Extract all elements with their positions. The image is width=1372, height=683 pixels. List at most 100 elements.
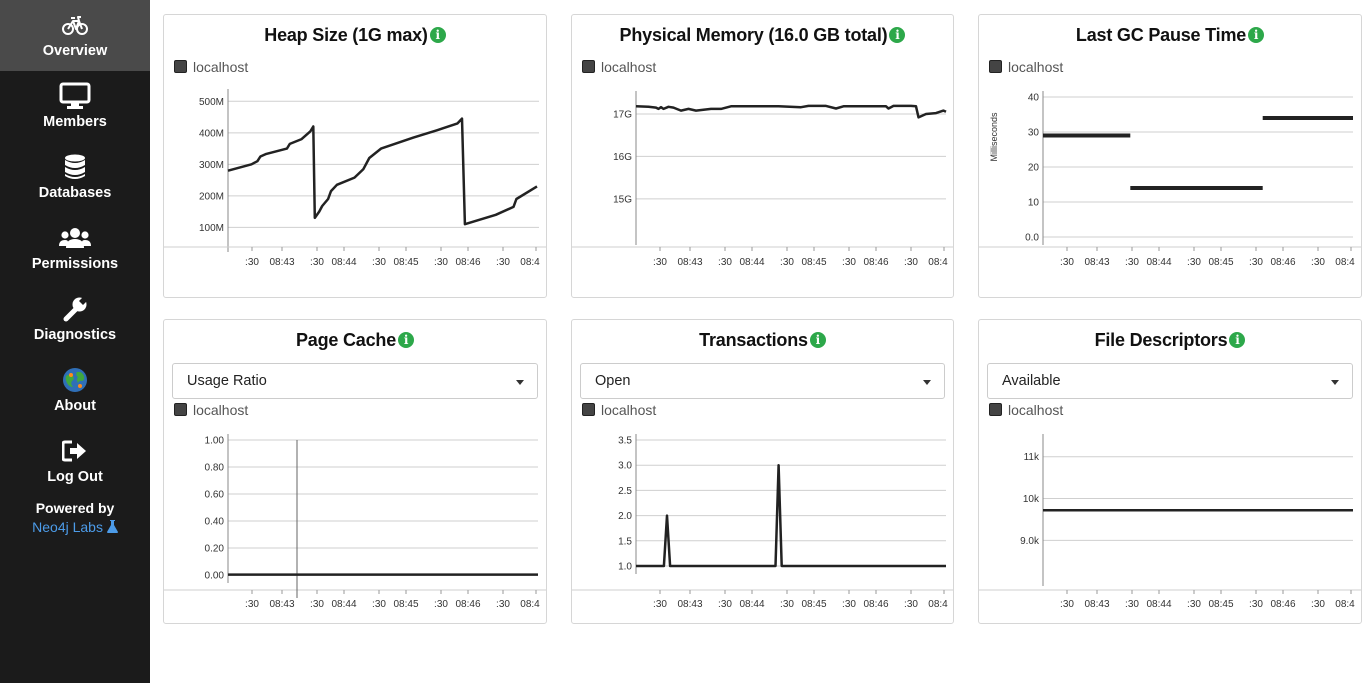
x-tick-label: 08:45	[801, 599, 826, 610]
x-tick-label: 08:4	[1335, 599, 1355, 610]
x-tick-label: 08:45	[1208, 257, 1233, 268]
info-icon[interactable]: i	[1229, 332, 1246, 348]
nav-item-log-out[interactable]: Log Out	[0, 426, 150, 497]
y-tick-label: 1.00	[205, 436, 225, 447]
y-tick-label: 20	[1028, 163, 1040, 174]
x-tick-label: 08:44	[331, 599, 356, 610]
chart-title: Page Cache	[295, 330, 397, 350]
x-tick-label: :30	[1060, 599, 1074, 610]
series-line-localhost	[636, 463, 946, 568]
y-tick-label: 1.0	[618, 562, 632, 573]
nav-item-diagnostics[interactable]: Diagnostics	[0, 284, 150, 355]
y-axis-label: Milliseconds	[989, 112, 999, 162]
y-tick-label: 500M	[199, 97, 224, 108]
powered-by: Powered by Neo4j Labs	[0, 500, 150, 535]
x-tick-label: 08:45	[393, 257, 418, 268]
nav-item-members[interactable]: Members	[0, 71, 150, 142]
x-tick-label: 08:46	[1270, 599, 1295, 610]
y-tick-label: 10k	[1023, 494, 1040, 505]
series-line-localhost	[227, 117, 538, 226]
legend-swatch	[174, 60, 187, 73]
x-tick-label: :30	[653, 599, 667, 610]
x-tick-label: 08:4	[520, 257, 540, 268]
legend-item[interactable]: localhost	[174, 402, 248, 418]
x-tick-label: :30	[496, 257, 510, 268]
nav-item-databases[interactable]: Databases	[0, 142, 150, 213]
x-tick-label: :30	[1187, 599, 1201, 610]
legend-item[interactable]: localhost	[174, 59, 248, 75]
x-tick-label: 08:46	[455, 599, 480, 610]
info-icon[interactable]: i	[398, 332, 415, 348]
y-tick-label: 10	[1028, 198, 1040, 209]
legend-label: localhost	[1008, 59, 1064, 75]
panel-heap: Heap Size (1G max) i localhost 100M 200M 300M…	[163, 14, 547, 298]
x-tick-label: :30	[904, 599, 918, 610]
chart-heap: 100M 200M 300M 400M 500M:30 08:43:30 08:44:30 0…	[164, 89, 546, 268]
nav-item-permissions[interactable]: Permissions	[0, 213, 150, 284]
legend-item[interactable]: localhost	[989, 59, 1063, 75]
nav-label: Log Out	[47, 469, 103, 485]
x-tick-label: 08:46	[863, 257, 888, 268]
y-tick-label: 100M	[199, 223, 224, 234]
nav-label: About	[54, 398, 96, 414]
panel-filedesc: File Descriptors i Available localhost 9.0k 1…	[978, 319, 1362, 624]
y-tick-label: 40	[1028, 93, 1040, 104]
info-icon[interactable]: i	[809, 332, 826, 348]
y-tick-label: 16G	[613, 152, 632, 163]
x-tick-label: 08:43	[269, 257, 294, 268]
info-icon[interactable]: i	[1248, 27, 1265, 43]
x-tick-label: :30	[496, 599, 510, 610]
chart-pagecache: 0.00 0.20 0.40 0.60 0.80 1.00:30 08:43:30 08:44…	[164, 434, 546, 610]
legend-swatch	[582, 403, 595, 416]
x-tick-label: 08:4	[1335, 257, 1355, 268]
y-tick-label: 15G	[613, 194, 632, 205]
y-tick-label: 3.0	[618, 461, 632, 472]
series-line-localhost	[635, 104, 947, 119]
panel-transactions: Transactions i Open localhost 1.0 1.5 2.0 2.5 3.…	[571, 319, 954, 624]
globe-icon	[55, 365, 95, 395]
y-tick-label: 0.80	[205, 463, 225, 474]
nav-item-overview[interactable]: Overview	[0, 0, 150, 71]
x-tick-label: :30	[780, 257, 794, 268]
wrench-icon	[55, 294, 95, 324]
x-tick-label: :30	[372, 257, 386, 268]
chart-title: File Descriptors	[1094, 330, 1228, 350]
y-tick-label: 0.00	[205, 571, 225, 582]
x-tick-label: :30	[245, 599, 259, 610]
panel-title: File Descriptors i	[979, 330, 1361, 351]
metric-select[interactable]: Open	[580, 363, 945, 399]
chart-title: Physical Memory (16.0 GB total)	[619, 25, 888, 45]
metric-select[interactable]: Available	[987, 363, 1353, 399]
neo4j-labs-link[interactable]: Neo4j Labs	[0, 519, 150, 535]
x-tick-label: :30	[1249, 257, 1263, 268]
legend-item[interactable]: localhost	[989, 402, 1063, 418]
nav-label: Permissions	[31, 256, 119, 272]
monitor-icon	[55, 81, 95, 111]
info-icon[interactable]: i	[429, 27, 446, 43]
y-tick-label: 0.0	[1025, 233, 1039, 244]
legend-item[interactable]: localhost	[582, 402, 656, 418]
metric-select[interactable]: Usage Ratio	[172, 363, 538, 399]
info-icon[interactable]: i	[889, 27, 906, 43]
metric-select-value: Usage Ratio	[187, 373, 267, 389]
x-tick-label: :30	[310, 599, 324, 610]
legend-label: localhost	[193, 59, 249, 75]
legend-item[interactable]: localhost	[582, 59, 656, 75]
x-tick-label: :30	[310, 257, 324, 268]
y-tick-label: 2.5	[618, 486, 632, 497]
panel-title: Heap Size (1G max) i	[164, 25, 546, 46]
chevron-down-icon	[516, 380, 524, 385]
x-tick-label: 08:43	[1084, 599, 1109, 610]
x-tick-label: 08:43	[677, 257, 702, 268]
x-tick-label: 08:43	[269, 599, 294, 610]
panel-physmem: Physical Memory (16.0 GB total) i localhos…	[571, 14, 954, 298]
sign-out-icon	[55, 436, 95, 466]
legend-swatch	[174, 403, 187, 416]
x-tick-label: :30	[434, 257, 448, 268]
powered-by-text: Powered by	[35, 500, 115, 516]
metric-select-value: Available	[1002, 373, 1061, 389]
neo4j-labs-label: Neo4j Labs	[32, 519, 103, 535]
nav-item-about[interactable]: About	[0, 355, 150, 426]
x-tick-label: :30	[1125, 257, 1139, 268]
x-tick-label: 08:45	[801, 257, 826, 268]
